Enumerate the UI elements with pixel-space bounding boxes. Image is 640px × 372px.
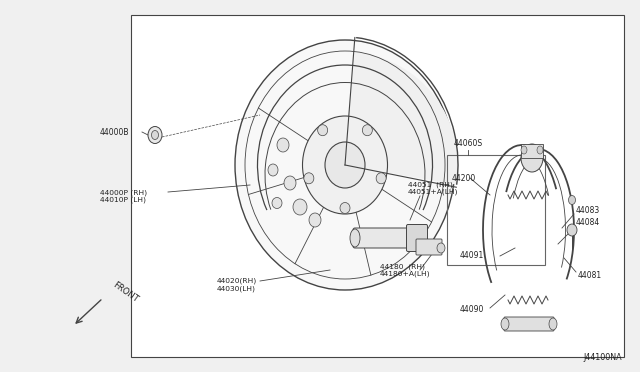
Ellipse shape: [268, 164, 278, 176]
Text: 44180  (RH)
44180+A(LH): 44180 (RH) 44180+A(LH): [380, 263, 431, 277]
Ellipse shape: [537, 146, 543, 154]
Ellipse shape: [272, 198, 282, 208]
FancyBboxPatch shape: [416, 239, 442, 255]
Bar: [521, 144, 543, 158]
Ellipse shape: [437, 243, 445, 253]
Ellipse shape: [568, 196, 575, 205]
Ellipse shape: [235, 40, 455, 290]
Ellipse shape: [277, 138, 289, 152]
Text: 44000P (RH)
44010P (LH): 44000P (RH) 44010P (LH): [100, 189, 147, 203]
Text: 44091: 44091: [460, 250, 484, 260]
Text: 44081: 44081: [578, 270, 602, 279]
Ellipse shape: [521, 144, 543, 172]
Ellipse shape: [284, 176, 296, 190]
Ellipse shape: [567, 224, 577, 236]
Text: 44200: 44200: [452, 173, 476, 183]
Ellipse shape: [362, 125, 372, 136]
Ellipse shape: [549, 318, 557, 330]
Ellipse shape: [350, 229, 360, 247]
Ellipse shape: [303, 116, 387, 214]
Text: J44100NA: J44100NA: [584, 353, 622, 362]
Text: 44084: 44084: [576, 218, 600, 227]
Wedge shape: [345, 52, 458, 185]
Text: 44000B: 44000B: [100, 128, 129, 137]
FancyBboxPatch shape: [353, 228, 412, 248]
Ellipse shape: [521, 146, 527, 154]
Text: 44060S: 44060S: [453, 138, 483, 148]
Ellipse shape: [293, 199, 307, 215]
FancyBboxPatch shape: [406, 224, 428, 251]
Ellipse shape: [376, 173, 386, 184]
Ellipse shape: [152, 131, 159, 140]
Text: 44051  (RH)
44051+A(LH): 44051 (RH) 44051+A(LH): [408, 181, 458, 195]
Ellipse shape: [325, 142, 365, 188]
Text: 44020(RH)
44030(LH): 44020(RH) 44030(LH): [217, 278, 257, 292]
Ellipse shape: [309, 213, 321, 227]
Ellipse shape: [304, 173, 314, 184]
Text: 44090: 44090: [460, 305, 484, 314]
FancyBboxPatch shape: [504, 317, 554, 331]
Bar: [131, 15, 624, 357]
Ellipse shape: [317, 125, 328, 136]
Text: 44083: 44083: [576, 205, 600, 215]
Ellipse shape: [340, 202, 350, 214]
Ellipse shape: [148, 126, 162, 144]
Bar: [447, 155, 545, 265]
Ellipse shape: [501, 318, 509, 330]
Text: FRONT: FRONT: [111, 280, 140, 304]
